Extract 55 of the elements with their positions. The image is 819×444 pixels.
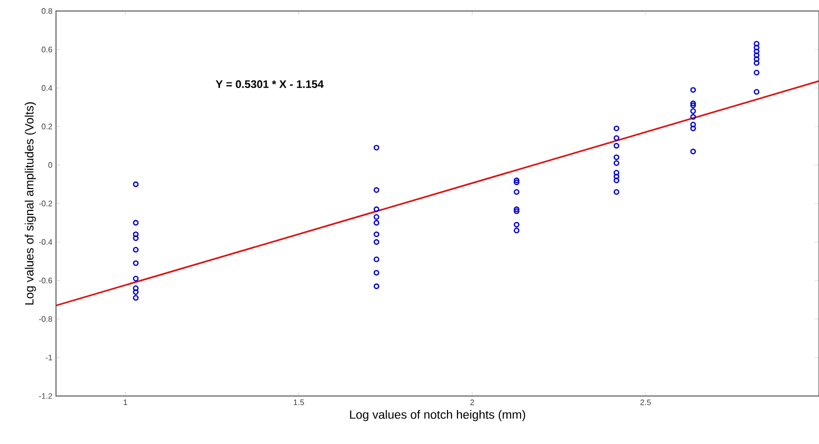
- point: [514, 206, 520, 212]
- point: [132, 246, 139, 253]
- point: [132, 181, 139, 188]
- point: [514, 228, 520, 234]
- point: [132, 220, 139, 226]
- point: [614, 178, 620, 184]
- point: [690, 122, 696, 128]
- point: [374, 256, 380, 262]
- point: [514, 189, 520, 195]
- point: [614, 142, 620, 149]
- point: [374, 239, 380, 245]
- point: [754, 52, 760, 58]
- point: [132, 294, 139, 301]
- point: [614, 126, 620, 132]
- point: [690, 87, 696, 93]
- point: [132, 285, 139, 292]
- point: [132, 276, 139, 282]
- point: [132, 231, 139, 238]
- point: [614, 135, 620, 141]
- point: [514, 208, 520, 214]
- point: [374, 187, 380, 193]
- point: [132, 289, 139, 295]
- point: [690, 102, 696, 108]
- point: [374, 270, 380, 276]
- point: [514, 178, 520, 184]
- point: [132, 235, 139, 241]
- point: [132, 260, 139, 266]
- point: [374, 231, 380, 238]
- x-axis-title: Log values of notch heights (mm): [350, 410, 526, 422]
- point: [514, 222, 520, 228]
- point: [754, 40, 760, 47]
- point: [614, 189, 620, 195]
- point: [690, 108, 696, 114]
- point: [374, 206, 380, 212]
- point: [614, 174, 620, 180]
- point: [754, 70, 760, 76]
- point: [374, 220, 380, 226]
- point: [754, 60, 760, 66]
- point: [754, 48, 760, 54]
- point: [690, 126, 696, 132]
- point: [690, 100, 696, 106]
- point: [690, 148, 696, 154]
- point: [374, 283, 380, 290]
- y-axis-title: Log values of signal amplitudes (Volts): [24, 102, 36, 305]
- point: [614, 154, 620, 160]
- point: [514, 179, 520, 186]
- point: [614, 170, 620, 176]
- point: [690, 114, 696, 120]
- point: [754, 89, 760, 95]
- point: [374, 214, 380, 220]
- point: [754, 44, 760, 50]
- point: [754, 56, 760, 62]
- annotation: Y = 0.5301 * X - 1.154: [216, 80, 324, 88]
- point: [374, 144, 380, 151]
- point: [614, 160, 620, 166]
